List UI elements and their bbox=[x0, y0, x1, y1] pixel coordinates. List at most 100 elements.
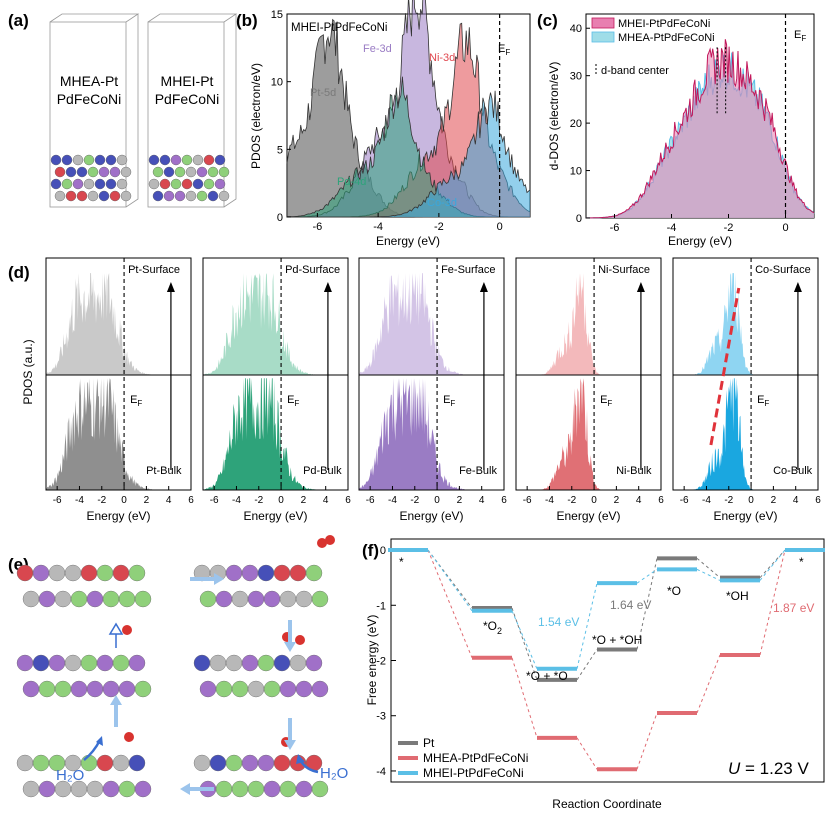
legend-mhei: MHEI-PtPdFeCoNi bbox=[618, 18, 710, 30]
fermi-sub: F bbox=[607, 399, 612, 408]
panel-e-atoms bbox=[16, 535, 335, 798]
mhea-label-line2: PdFeCoNi bbox=[57, 91, 122, 107]
xtick-label: -4 bbox=[75, 495, 84, 506]
atom bbox=[279, 680, 297, 698]
atom bbox=[241, 654, 259, 672]
panel-f-legend: Pt MHEA-PtPdFeCoNi MHEI-PtPdFeCoNi bbox=[398, 736, 528, 780]
atom bbox=[87, 190, 99, 202]
legend-pd4d: Pd-4d bbox=[337, 176, 366, 188]
atom bbox=[295, 680, 313, 698]
state-label-1-sub: 2 bbox=[497, 626, 502, 636]
bulk-label: Pt-Bulk bbox=[146, 465, 182, 477]
panel-b-title: MHEI-PtPdFeCoNi bbox=[291, 22, 388, 34]
panel-label-b: (b) bbox=[236, 11, 258, 30]
atom bbox=[116, 178, 128, 190]
subpanel-frame bbox=[515, 257, 662, 491]
pdos-fill-Fe-3d bbox=[287, 0, 530, 217]
ytick-label: 30 bbox=[570, 71, 582, 83]
atom bbox=[174, 166, 186, 178]
atom bbox=[86, 780, 104, 798]
pdos-line-Co-3d bbox=[287, 90, 531, 218]
atom bbox=[76, 166, 88, 178]
xtick-label: 4 bbox=[636, 495, 642, 506]
panel-c-xlabel: Energy (eV) bbox=[668, 234, 732, 248]
atom bbox=[76, 190, 88, 202]
atom bbox=[134, 680, 152, 698]
atom bbox=[112, 654, 130, 672]
panel-label-d: (d) bbox=[8, 263, 30, 282]
state-label-5: *OH bbox=[726, 589, 749, 603]
surface-label: Co-Surface bbox=[755, 264, 811, 276]
panel-c-fermi-main: E bbox=[794, 29, 801, 41]
panel-d-ylabel: PDOS (a.u.) bbox=[21, 339, 35, 404]
fermi-main: E bbox=[443, 394, 450, 406]
xtick-label: -4 bbox=[232, 495, 241, 506]
xtick-label: 4 bbox=[793, 495, 799, 506]
bulk-pdos bbox=[359, 378, 504, 490]
xtick-label: -4 bbox=[545, 495, 554, 506]
atom bbox=[120, 190, 132, 202]
xtick-label: -4 bbox=[388, 495, 397, 506]
atom bbox=[50, 154, 62, 166]
xtick-label: -6 bbox=[523, 495, 532, 506]
atom bbox=[279, 590, 297, 608]
atom bbox=[199, 680, 217, 698]
panel-c-curves bbox=[586, 39, 815, 219]
atom bbox=[48, 564, 66, 582]
arrowhead bbox=[793, 282, 802, 292]
fermi-sub: F bbox=[294, 399, 299, 408]
atom bbox=[54, 190, 66, 202]
arrowhead bbox=[636, 282, 645, 292]
arrow-up-hollow bbox=[108, 622, 124, 648]
state-label-4: *O bbox=[667, 584, 681, 598]
atom bbox=[257, 654, 275, 672]
surface-pdos bbox=[46, 273, 191, 375]
mhea-label-line1: MHEA-Pt bbox=[60, 73, 118, 89]
connector-Pt bbox=[511, 607, 538, 680]
surface-label: Fe-Surface bbox=[441, 264, 495, 276]
atom bbox=[193, 654, 211, 672]
atom bbox=[289, 564, 307, 582]
atom bbox=[65, 190, 77, 202]
atom bbox=[96, 654, 114, 672]
atom bbox=[98, 190, 110, 202]
atom bbox=[152, 190, 164, 202]
atom bbox=[209, 754, 227, 772]
ytick-label: 15 bbox=[271, 9, 283, 21]
atom bbox=[199, 590, 217, 608]
xtick-label: 6 bbox=[658, 495, 664, 506]
atom bbox=[163, 166, 175, 178]
fermi-main: E bbox=[287, 394, 294, 406]
panel-f-xlabel: Reaction Coordinate bbox=[552, 797, 662, 811]
panel-label-c: (c) bbox=[537, 11, 558, 30]
xtick-label: 6 bbox=[188, 495, 194, 506]
xtick-label: -4 bbox=[702, 495, 711, 506]
connector-MHEI-PtPdFeCoNi bbox=[636, 568, 658, 584]
atom bbox=[105, 178, 117, 190]
fermi-label: EF bbox=[130, 394, 142, 408]
atom bbox=[112, 754, 130, 772]
surface-label: Ni-Surface bbox=[598, 264, 650, 276]
subpanel-Pd: Pd-Surface Pd-Bulk EF -6 -4 -2 0 2 4 6 Energy (eV) bbox=[202, 257, 351, 523]
atom bbox=[105, 154, 117, 166]
surface-pdos bbox=[516, 273, 661, 375]
atom bbox=[94, 154, 106, 166]
atom bbox=[305, 654, 323, 672]
panel-f-state-labels: * *O2 *O + *O *O + *OH *O *OH * bbox=[399, 555, 804, 683]
atom bbox=[32, 654, 50, 672]
atom bbox=[102, 590, 120, 608]
xtick-label: 0 bbox=[121, 495, 127, 506]
atom bbox=[241, 754, 259, 772]
xtick-label: 2 bbox=[457, 495, 463, 506]
ytick-label: 10 bbox=[271, 77, 283, 89]
atom bbox=[181, 154, 193, 166]
xtick-label: 0 bbox=[278, 495, 284, 506]
fermi-main: E bbox=[600, 394, 607, 406]
state-label-1-main: *O bbox=[483, 619, 497, 633]
legend-mhea: MHEA-PtPdFeCoNi bbox=[618, 32, 715, 44]
atom bbox=[61, 154, 73, 166]
annot-187: 1.87 eV bbox=[773, 601, 814, 615]
atom bbox=[196, 190, 208, 202]
atom bbox=[193, 754, 211, 772]
potential-label: U = 1.23 V bbox=[728, 759, 809, 778]
